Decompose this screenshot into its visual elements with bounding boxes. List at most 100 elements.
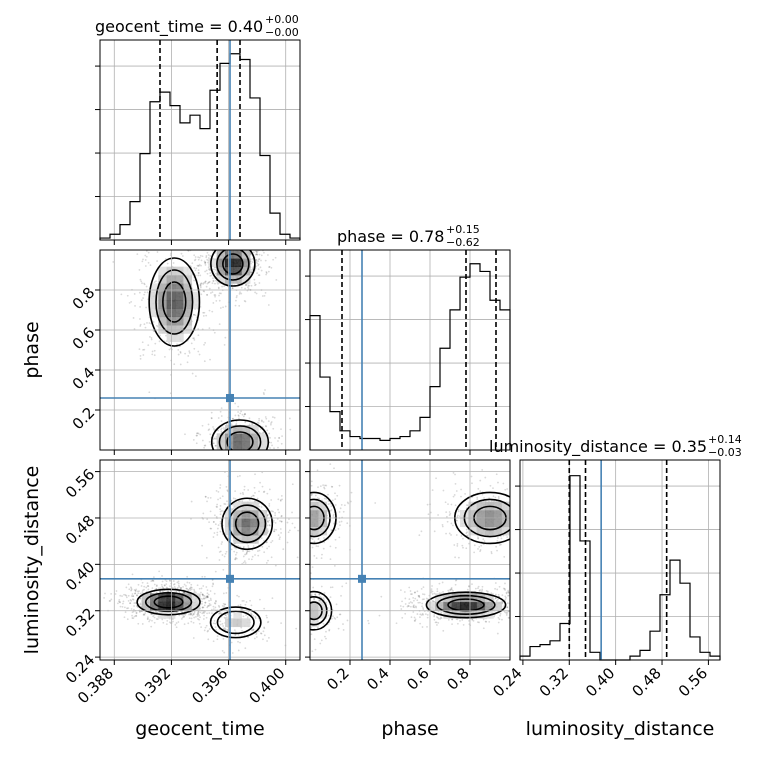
density-geocent-time-vs-phase-point (191, 372, 194, 375)
density-phase-vs-luminosity-distance-point (342, 510, 345, 513)
density-geocent-time-vs-phase-cell (150, 283, 159, 293)
xtick-label-geocent-time: 0.400 (245, 664, 288, 707)
density-geocent-time-vs-phase-point (256, 253, 259, 256)
density-phase-vs-luminosity-distance-point (478, 589, 481, 592)
density-geocent-time-vs-luminosity-distance-point (245, 601, 248, 603)
density-phase-vs-luminosity-distance-point (456, 516, 459, 518)
density-geocent-time-vs-luminosity-distance-point (212, 536, 215, 538)
density-phase-vs-luminosity-distance-point (304, 537, 306, 539)
density-geocent-time-vs-luminosity-distance-point (244, 553, 246, 556)
density-geocent-time-vs-phase-point (187, 355, 190, 357)
density-phase-vs-luminosity-distance-point (303, 491, 305, 493)
density-geocent-time-vs-luminosity-distance-point (189, 589, 192, 592)
density-geocent-time-vs-phase-point (261, 420, 263, 423)
density-phase-vs-luminosity-distance-point (303, 534, 305, 536)
density-geocent-time-vs-luminosity-distance-point (131, 617, 134, 619)
density-phase-vs-luminosity-distance-point (439, 618, 442, 620)
density-phase-vs-luminosity-distance-point (305, 626, 307, 628)
density-geocent-time-vs-luminosity-distance-point (136, 594, 138, 596)
density-geocent-time-vs-phase-point (206, 251, 209, 254)
density-geocent-time-vs-luminosity-distance-point (208, 521, 210, 523)
density-phase-vs-luminosity-distance-point (422, 593, 424, 596)
density-geocent-time-vs-luminosity-distance-point (215, 628, 218, 631)
density-phase-vs-luminosity-distance-point (507, 591, 510, 594)
density-geocent-time-vs-luminosity-distance-point (146, 582, 149, 585)
density-phase-vs-luminosity-distance-point (477, 548, 479, 550)
density-phase-vs-luminosity-distance-point (497, 481, 499, 484)
density-geocent-time-vs-phase-cell (250, 441, 259, 450)
density-phase-vs-luminosity-distance-point (466, 588, 469, 591)
density-geocent-time-vs-phase-point (214, 294, 217, 297)
density-geocent-time-vs-luminosity-distance-point (189, 587, 191, 590)
density-geocent-time-vs-luminosity-distance-point (143, 585, 146, 588)
density-geocent-time-vs-luminosity-distance-point (145, 586, 148, 589)
density-geocent-time-vs-phase-point (215, 455, 217, 457)
density-geocent-time-vs-luminosity-distance-point (151, 619, 153, 622)
density-geocent-time-vs-phase-point (249, 253, 252, 256)
density-geocent-time-vs-phase-point (223, 247, 225, 249)
density-phase-vs-luminosity-distance-point (512, 599, 514, 601)
density-phase-vs-luminosity-distance-point (334, 529, 337, 532)
density-geocent-time-vs-luminosity-distance-cell (150, 593, 159, 603)
density-phase-vs-luminosity-distance-point (477, 536, 479, 539)
density-phase-vs-luminosity-distance-point (302, 515, 304, 517)
density-geocent-time-vs-luminosity-distance-point (180, 618, 183, 620)
density-phase-vs-luminosity-distance-point (334, 492, 336, 495)
density-geocent-time-vs-phase-cell (175, 275, 184, 284)
density-geocent-time-vs-phase-point (234, 304, 237, 307)
density-geocent-time-vs-luminosity-distance-point (123, 606, 126, 609)
density-phase-vs-luminosity-distance-point (485, 589, 488, 592)
density-geocent-time-vs-phase-point (210, 274, 213, 277)
density-phase-vs-luminosity-distance-point (422, 606, 424, 609)
density-geocent-time-vs-phase-point (230, 248, 232, 250)
density-geocent-time-vs-phase-point (253, 282, 256, 284)
density-geocent-time-vs-phase-point (273, 416, 276, 419)
density-phase-vs-luminosity-distance-point (449, 588, 452, 591)
density-geocent-time-vs-luminosity-distance-point (177, 621, 180, 623)
density-phase-vs-luminosity-distance-point (501, 618, 503, 621)
density-geocent-time-vs-luminosity-distance-point (260, 632, 263, 635)
density-phase-vs-luminosity-distance-point (319, 599, 321, 602)
density-phase-vs-luminosity-distance-point (433, 615, 436, 618)
density-phase-vs-luminosity-distance-point (317, 537, 320, 540)
density-phase-vs-luminosity-distance-point (334, 498, 337, 500)
density-geocent-time-vs-phase-point (227, 458, 229, 460)
density-phase-vs-luminosity-distance-point (421, 598, 424, 601)
density-geocent-time-vs-phase-point (265, 272, 268, 274)
density-geocent-time-vs-phase-point (234, 243, 236, 245)
density-geocent-time-vs-phase-point (201, 439, 204, 442)
density-geocent-time-vs-phase-point (209, 292, 212, 294)
density-geocent-time-vs-phase-point (266, 429, 269, 432)
density-geocent-time-vs-phase-point (201, 255, 204, 258)
density-geocent-time-vs-luminosity-distance-point (254, 615, 257, 618)
density-phase-vs-luminosity-distance-point (349, 500, 352, 503)
density-phase-vs-luminosity-distance-point (314, 648, 317, 651)
density-geocent-time-vs-phase-point (202, 283, 205, 285)
density-geocent-time-vs-phase-point (232, 454, 234, 456)
density-geocent-time-vs-phase-point (243, 299, 246, 302)
density-geocent-time-vs-phase-point (192, 438, 195, 441)
density-geocent-time-vs-luminosity-distance-cell (150, 601, 159, 611)
density-geocent-time-vs-luminosity-distance-point (153, 616, 156, 619)
density-geocent-time-vs-phase-point (255, 259, 258, 261)
density-phase-vs-luminosity-distance-point (303, 606, 305, 608)
density-geocent-time-vs-luminosity-distance-point (257, 554, 260, 557)
density-geocent-time-vs-luminosity-distance-point (251, 555, 254, 558)
density-geocent-time-vs-luminosity-distance-point (221, 554, 224, 556)
density-phase-vs-luminosity-distance-point (419, 613, 422, 616)
density-geocent-time-vs-luminosity-distance-point (151, 579, 154, 582)
density-geocent-time-vs-phase-point (256, 272, 259, 275)
density-phase-vs-luminosity-distance-point (325, 630, 327, 633)
density-geocent-time-vs-phase-point (251, 261, 254, 264)
density-phase-vs-luminosity-distance-point (325, 484, 328, 487)
density-geocent-time-vs-phase-point (196, 432, 199, 435)
density-phase-vs-luminosity-distance-point (408, 605, 410, 608)
density-geocent-time-vs-luminosity-distance-point (208, 612, 211, 614)
density-geocent-time-vs-luminosity-distance-cell (158, 593, 168, 603)
density-geocent-time-vs-phase-point (197, 256, 200, 259)
density-geocent-time-vs-luminosity-distance-point (277, 498, 280, 501)
density-geocent-time-vs-phase-point (255, 250, 258, 253)
density-geocent-time-vs-luminosity-distance-point (242, 561, 245, 564)
density-phase-vs-luminosity-distance-point (310, 484, 313, 487)
